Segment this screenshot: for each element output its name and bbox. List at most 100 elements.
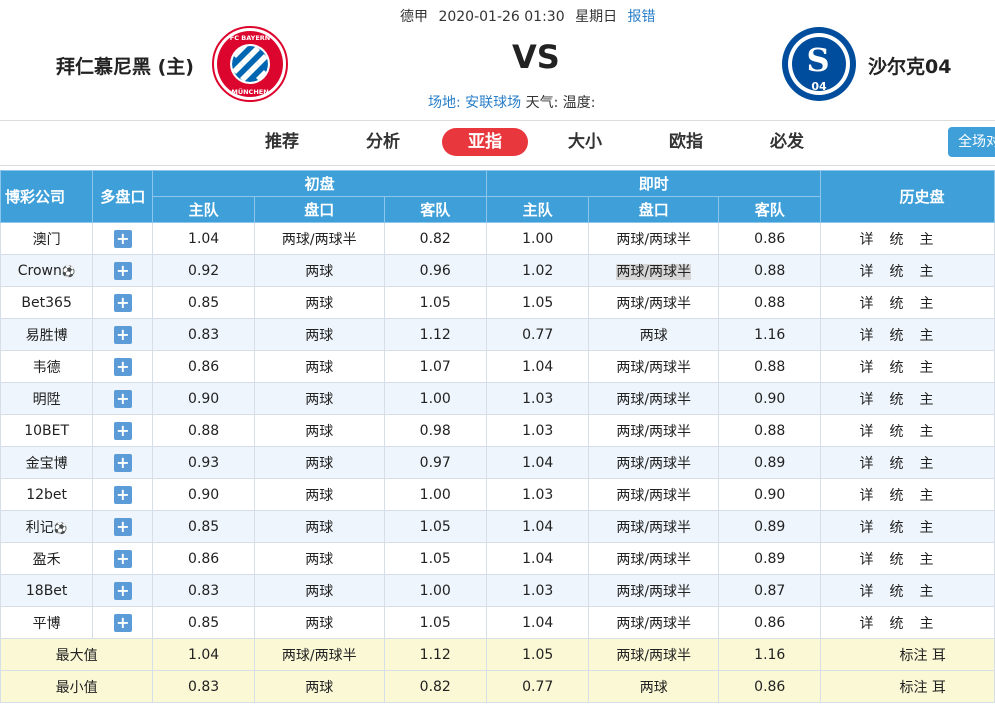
initial-away-odds: 1.00 <box>383 382 487 415</box>
history-stats-link[interactable]: 统 <box>889 327 904 344</box>
company-name[interactable]: 金宝博 <box>0 446 94 479</box>
history-stats-link[interactable]: 统 <box>889 295 904 312</box>
company-name[interactable]: 易胜博 <box>0 318 94 351</box>
bayern-logo-icon[interactable]: FC BAYERN MÜNCHEN <box>212 26 288 102</box>
history-detail-link[interactable]: 详 <box>859 487 874 504</box>
summary-row: 最小值 0.83 两球 0.82 0.77 两球 0.86 标注 耳 <box>0 670 995 703</box>
schalke-logo-icon[interactable]: S 04 <box>781 26 857 102</box>
history-home-link[interactable]: 主 <box>919 583 934 600</box>
history-stats-link[interactable]: 统 <box>889 391 904 408</box>
history-stats-link[interactable]: 统 <box>889 263 904 280</box>
summary-note[interactable]: 标注 耳 <box>820 670 995 703</box>
history-stats-link[interactable]: 统 <box>889 551 904 568</box>
history-detail-link[interactable]: 详 <box>859 551 874 568</box>
history-detail-link[interactable]: 详 <box>859 455 874 472</box>
history-detail-link[interactable]: 详 <box>859 327 874 344</box>
expand-plus-icon[interactable]: + <box>113 613 132 632</box>
history-stats-link[interactable]: 统 <box>889 455 904 472</box>
history-home-link[interactable]: 主 <box>919 487 934 504</box>
company-label: 利记 <box>25 519 54 536</box>
tab-analysis[interactable]: 分析 <box>366 132 400 152</box>
table-row: 澳门 +1.04 两球/两球半 0.82 1.00 两球/两球半 0.86 详统主 <box>0 222 995 255</box>
initial-handicap: 两球 <box>253 510 385 543</box>
history-detail-link[interactable]: 详 <box>859 359 874 376</box>
history-detail-link[interactable]: 详 <box>859 391 874 408</box>
tab-over-under[interactable]: 大小 <box>568 132 602 152</box>
company-name[interactable]: 明陞 <box>0 382 94 415</box>
initial-home-odds: 0.88 <box>152 414 255 447</box>
expand-plus-icon[interactable]: + <box>113 581 132 600</box>
multi-line-cell: + <box>92 414 154 447</box>
history-detail-link[interactable]: 详 <box>859 615 874 632</box>
away-team-name[interactable]: 沙尔克04 <box>868 56 952 78</box>
company-name[interactable]: 12bet <box>0 478 94 511</box>
company-name[interactable]: Crown⚽ <box>0 254 94 287</box>
expand-plus-icon[interactable]: + <box>113 485 132 504</box>
expand-plus-icon[interactable]: + <box>113 357 132 376</box>
history-detail-link[interactable]: 详 <box>859 263 874 280</box>
history-stats-link[interactable]: 统 <box>889 423 904 440</box>
history-detail-link[interactable]: 详 <box>859 423 874 440</box>
tab-european-odds[interactable]: 欧指 <box>669 132 703 152</box>
history-detail-link[interactable]: 详 <box>859 231 874 248</box>
live-away-odds: 0.88 <box>718 286 822 319</box>
tab-betfair[interactable]: 必发 <box>770 132 804 152</box>
history-home-link[interactable]: 主 <box>919 615 934 632</box>
company-name[interactable]: 韦德 <box>0 350 94 383</box>
live-away-odds: 0.90 <box>718 478 822 511</box>
expand-plus-icon[interactable]: + <box>113 517 132 536</box>
expand-plus-icon[interactable]: + <box>113 261 132 280</box>
company-name[interactable]: Bet365 <box>0 286 94 319</box>
history-detail-link[interactable]: 详 <box>859 295 874 312</box>
history-stats-link[interactable]: 统 <box>889 231 904 248</box>
initial-handicap: 两球/两球半 <box>253 222 385 255</box>
company-name[interactable]: 平博 <box>0 606 94 639</box>
full-match-button[interactable]: 全场对 <box>948 127 995 157</box>
history-home-link[interactable]: 主 <box>919 359 934 376</box>
history-home-link[interactable]: 主 <box>919 327 934 344</box>
history-home-link[interactable]: 主 <box>919 519 934 536</box>
tab-recommend[interactable]: 推荐 <box>265 132 299 152</box>
history-home-link[interactable]: 主 <box>919 263 934 280</box>
tab-asian-handicap[interactable]: 亚指 <box>442 128 528 156</box>
multi-line-cell: + <box>92 606 154 639</box>
company-name[interactable]: 利记⚽ <box>0 510 94 543</box>
company-name[interactable]: 10BET <box>0 414 94 447</box>
summary-initial-away: 1.12 <box>383 638 487 671</box>
history-home-link[interactable]: 主 <box>919 455 934 472</box>
expand-plus-icon[interactable]: + <box>113 293 132 312</box>
company-name[interactable]: 澳门 <box>0 222 94 255</box>
history-home-link[interactable]: 主 <box>919 391 934 408</box>
home-team-name[interactable]: 拜仁慕尼黑 (主) <box>56 56 194 78</box>
history-detail-link[interactable]: 详 <box>859 519 874 536</box>
expand-plus-icon[interactable]: + <box>113 229 132 248</box>
history-stats-link[interactable]: 统 <box>889 487 904 504</box>
history-stats-link[interactable]: 统 <box>889 583 904 600</box>
history-home-link[interactable]: 主 <box>919 231 934 248</box>
live-handicap: 两球 <box>588 318 720 351</box>
table-row: 明陞 +0.90 两球 1.00 1.03 两球/两球半 0.90 详统主 <box>0 382 995 415</box>
history-home-link[interactable]: 主 <box>919 423 934 440</box>
expand-plus-icon[interactable]: + <box>113 325 132 344</box>
expand-plus-icon[interactable]: + <box>113 389 132 408</box>
initial-handicap: 两球 <box>253 542 385 575</box>
sub-away-initial: 客队 <box>383 196 487 223</box>
history-stats-link[interactable]: 统 <box>889 519 904 536</box>
company-name[interactable]: 盈禾 <box>0 542 94 575</box>
history-stats-link[interactable]: 统 <box>889 359 904 376</box>
live-home-odds: 1.02 <box>485 254 590 287</box>
initial-handicap: 两球 <box>253 318 385 351</box>
expand-plus-icon[interactable]: + <box>113 453 132 472</box>
history-home-link[interactable]: 主 <box>919 551 934 568</box>
report-error-link[interactable]: 报错 <box>627 9 656 25</box>
expand-plus-icon[interactable]: + <box>113 421 132 440</box>
history-stats-link[interactable]: 统 <box>889 615 904 632</box>
live-away-odds: 0.90 <box>718 382 822 415</box>
history-home-link[interactable]: 主 <box>919 295 934 312</box>
venue-link[interactable]: 安联球场 <box>465 95 522 111</box>
summary-note[interactable]: 标注 耳 <box>820 638 995 671</box>
company-name[interactable]: 18Bet <box>0 574 94 607</box>
history-detail-link[interactable]: 详 <box>859 583 874 600</box>
expand-plus-icon[interactable]: + <box>113 549 132 568</box>
initial-handicap: 两球 <box>253 350 385 383</box>
